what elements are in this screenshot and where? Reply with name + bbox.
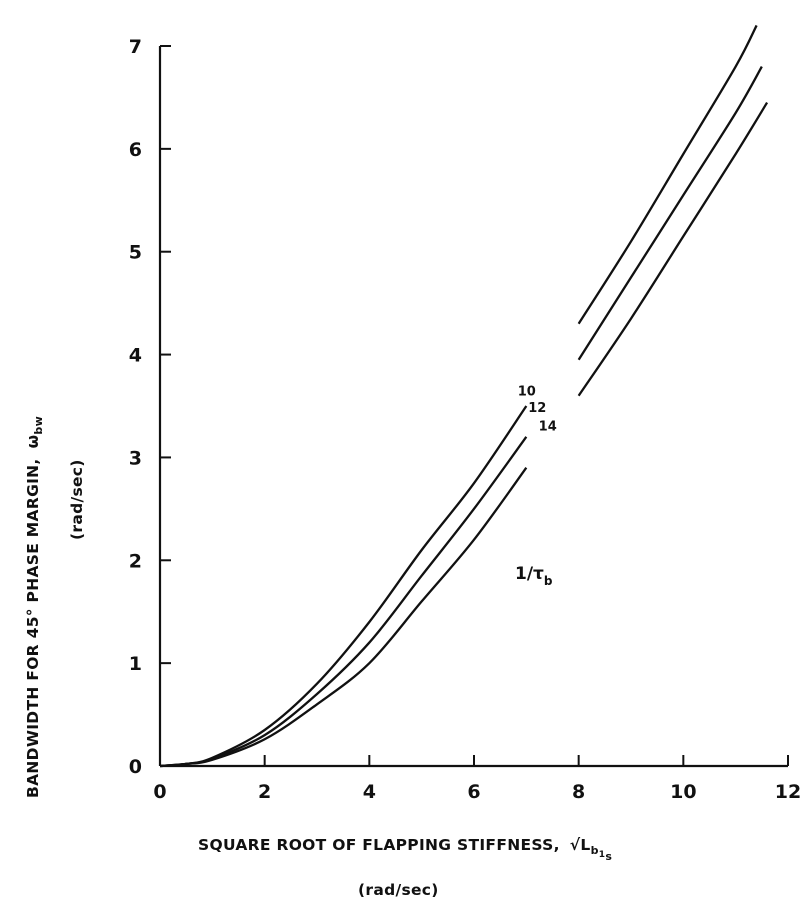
y-axis-title: BANDWIDTH FOR 45° PHASE MARGIN, ωbw bbox=[24, 416, 45, 798]
series-line-14-lower bbox=[159, 467, 528, 768]
y-axis-symbol-sub: bw bbox=[32, 416, 45, 435]
y-tick-label: 1 bbox=[129, 653, 142, 675]
legend-title-text: 1/τ bbox=[515, 564, 544, 584]
x-axis-units: (rad/sec) bbox=[358, 881, 439, 899]
x-axis-title-text: SQUARE ROOT OF FLAPPING STIFFNESS, bbox=[198, 836, 560, 854]
y-axis-title-text: BANDWIDTH FOR 45° PHASE MARGIN, bbox=[24, 458, 42, 798]
legend-title: 1/τb bbox=[515, 564, 553, 588]
x-ticks: 0 2 4 6 8 10 12 bbox=[153, 755, 801, 803]
x-axis-symbol: √L bbox=[570, 836, 591, 854]
curve-label-10: 10 bbox=[518, 385, 536, 400]
series-line-10-upper bbox=[577, 24, 758, 325]
curve-label-12: 12 bbox=[528, 401, 546, 416]
x-axis-symbol-subsub2: s bbox=[605, 850, 612, 863]
x-tick-label: 0 bbox=[153, 781, 166, 803]
x-tick-label: 10 bbox=[670, 781, 696, 803]
x-tick-label: 4 bbox=[363, 781, 376, 803]
series-line-14-upper bbox=[577, 101, 769, 397]
y-tick-label: 6 bbox=[129, 139, 142, 161]
x-tick-label: 6 bbox=[467, 781, 480, 803]
x-axis-title: SQUARE ROOT OF FLAPPING STIFFNESS, √Lb1s bbox=[198, 836, 612, 863]
y-axis-units: (rad/sec) bbox=[68, 459, 86, 540]
y-axis-symbol: ω bbox=[24, 435, 42, 449]
x-axis-symbol-subsub: 1 bbox=[599, 850, 606, 860]
curve-label-14: 14 bbox=[539, 420, 557, 435]
y-tick-label: 7 bbox=[129, 36, 142, 58]
y-tick-label: 3 bbox=[129, 447, 142, 469]
series-line-10-lower bbox=[159, 405, 528, 768]
x-tick-label: 12 bbox=[775, 781, 801, 803]
x-axis-symbol-sub: b bbox=[591, 844, 599, 857]
y-ticks: 0 1 2 3 4 5 6 7 bbox=[129, 36, 171, 778]
x-tick-label: 8 bbox=[572, 781, 585, 803]
y-tick-label: 0 bbox=[129, 756, 142, 778]
legend-title-sub: b bbox=[544, 574, 553, 588]
series-line-12-upper bbox=[577, 66, 763, 361]
y-tick-label: 5 bbox=[129, 242, 142, 264]
axes bbox=[158, 46, 788, 768]
curves bbox=[159, 24, 769, 768]
y-tick-label: 2 bbox=[129, 550, 142, 572]
y-tick-label: 4 bbox=[129, 345, 142, 367]
x-tick-label: 2 bbox=[258, 781, 271, 803]
